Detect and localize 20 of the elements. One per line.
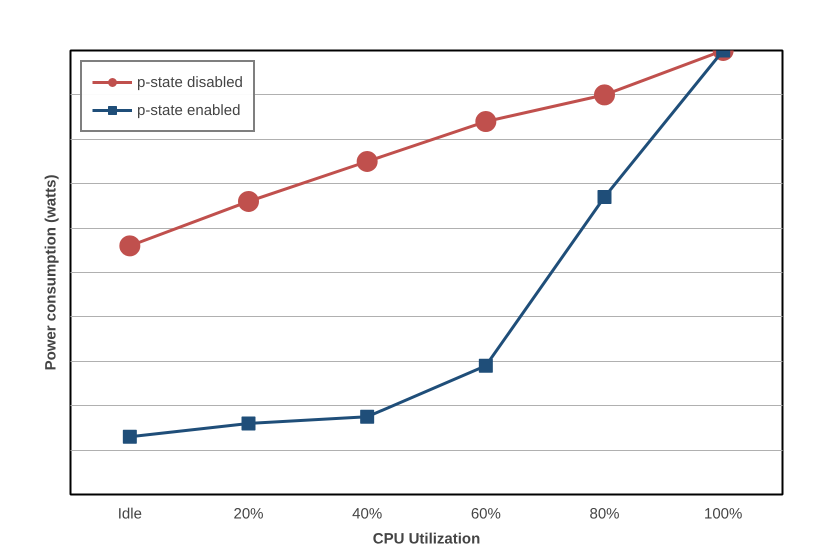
y-axis-title: Power consumption (watts): [42, 174, 60, 370]
point: [594, 84, 615, 106]
legend-label: p-state disabled: [137, 74, 243, 90]
point: [356, 151, 378, 172]
x-tick-label: 40%: [352, 506, 382, 522]
point: [478, 358, 493, 373]
x-tick-label: 60%: [470, 506, 501, 522]
point: [238, 190, 259, 212]
point: [119, 235, 140, 256]
x-tick-label: 20%: [233, 506, 264, 522]
x-tick-label: 80%: [589, 506, 620, 522]
point: [598, 190, 612, 204]
x-tick-label: 100%: [704, 506, 742, 522]
x-tick-label: Idle: [118, 506, 142, 522]
x-axis-title: CPU Utilization: [372, 530, 480, 548]
point: [360, 410, 374, 424]
point: [242, 416, 256, 430]
point: [475, 111, 496, 132]
point: [122, 430, 137, 444]
legend-label: p-state enabled: [137, 102, 240, 118]
